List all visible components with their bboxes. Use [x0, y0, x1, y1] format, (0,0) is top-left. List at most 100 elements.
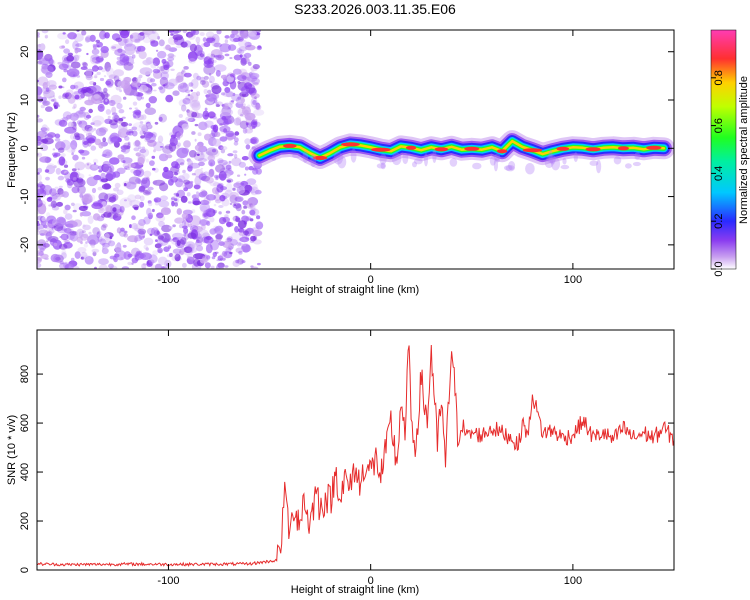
ridge-halo: [613, 156, 622, 165]
noise-blob: [91, 243, 95, 249]
noise-blob: [63, 208, 68, 215]
colorbar-tick-label: 0.4: [713, 166, 725, 181]
noise-blob: [118, 109, 125, 114]
noise-blob: [134, 46, 142, 53]
noise-blob: [131, 81, 141, 88]
noise-blob: [108, 119, 118, 126]
noise-blob: [235, 217, 241, 223]
noise-blob: [147, 31, 159, 41]
noise-blob: [107, 211, 119, 219]
noise-blob: [139, 205, 143, 208]
noise-blob: [180, 237, 187, 245]
noise-blob: [215, 104, 220, 107]
noise-blob: [146, 227, 156, 235]
noise-blob: [218, 217, 227, 225]
noise-blob: [42, 57, 54, 67]
noise-blob: [71, 152, 74, 156]
noise-blob: [142, 263, 147, 266]
noise-blob: [219, 43, 231, 53]
noise-blob: [202, 37, 207, 42]
noise-blob: [145, 102, 151, 108]
ridge-halo: [391, 152, 402, 166]
noise-blob: [169, 252, 173, 258]
noise-blob: [62, 191, 69, 198]
noise-blob: [174, 217, 185, 224]
ridge-peak: [341, 142, 360, 147]
noise-blob: [181, 213, 189, 219]
noise-blob: [252, 64, 260, 70]
ridge-halo: [495, 158, 500, 163]
noise-blob: [199, 53, 205, 58]
noise-blob: [81, 61, 87, 66]
noise-blob: [209, 217, 215, 223]
noise-blob: [96, 231, 101, 239]
noise-blob: [135, 250, 142, 255]
noise-blob: [148, 96, 157, 104]
noise-blob: [53, 95, 56, 98]
y-tick-label: -20: [19, 237, 31, 253]
noise-blob: [200, 167, 204, 170]
noise-blob: [59, 261, 64, 265]
noise-blob: [142, 30, 154, 36]
noise-blob: [215, 251, 219, 254]
noise-blob: [58, 63, 69, 70]
noise-blob: [229, 202, 233, 206]
noise-blob: [101, 153, 107, 157]
noise-blob: [91, 48, 100, 55]
noise-blob: [131, 262, 134, 265]
noise-blob: [64, 171, 71, 180]
noise-blob: [58, 147, 65, 153]
noise-blob: [58, 95, 62, 99]
noise-blob: [106, 67, 114, 77]
noise-blob: [37, 220, 40, 224]
noise-blob: [216, 30, 222, 35]
noise-blob: [110, 74, 117, 79]
noise-blob: [132, 130, 138, 137]
noise-blob: [105, 109, 112, 115]
noise-blob: [44, 134, 54, 140]
noise-blob: [39, 156, 47, 163]
ridge-halo: [634, 152, 641, 160]
noise-blob: [37, 152, 43, 158]
noise-blob: [45, 35, 48, 39]
ridge-peak: [464, 146, 480, 151]
noise-blob: [180, 195, 188, 203]
noise-blob: [195, 36, 201, 43]
noise-blob: [143, 170, 152, 178]
ridge-halo: [632, 161, 641, 167]
noise-blob: [182, 220, 186, 226]
noise-blob: [92, 82, 97, 86]
noise-blob: [37, 186, 45, 195]
spectrogram-frame: [36, 29, 675, 270]
noise-blob: [81, 156, 86, 160]
noise-blob: [80, 66, 88, 70]
noise-blob: [182, 225, 188, 229]
noise-blob: [219, 253, 227, 261]
noise-blob: [190, 243, 199, 248]
noise-blob: [237, 96, 242, 100]
noise-blob: [37, 114, 40, 118]
noise-blob: [224, 53, 230, 57]
noise-blob: [156, 230, 160, 235]
x-tick-label: 100: [564, 575, 582, 587]
noise-blob: [92, 115, 105, 126]
noise-blob: [37, 223, 41, 226]
noise-blob: [62, 77, 67, 83]
ridge-halo: [379, 153, 387, 165]
noise-blob: [148, 202, 153, 207]
noise-blob: [232, 260, 240, 267]
noise-blob: [152, 167, 156, 171]
noise-blob: [103, 75, 107, 78]
noise-blob: [64, 227, 72, 234]
noise-blob: [109, 100, 113, 104]
noise-blob: [136, 76, 142, 83]
noise-blob: [37, 167, 43, 174]
noise-blob: [233, 117, 241, 126]
ridge-halo: [489, 156, 496, 166]
noise-blob: [210, 49, 223, 58]
noise-blob: [212, 251, 217, 258]
spectrogram-heatmap: [37, 30, 674, 269]
noise-blob: [235, 197, 243, 202]
noise-blob: [139, 67, 153, 75]
noise-blob: [241, 260, 246, 264]
